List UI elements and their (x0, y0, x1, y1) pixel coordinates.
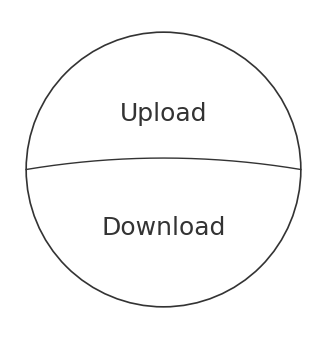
Text: Upload: Upload (120, 102, 207, 126)
Text: Download: Download (101, 216, 226, 240)
